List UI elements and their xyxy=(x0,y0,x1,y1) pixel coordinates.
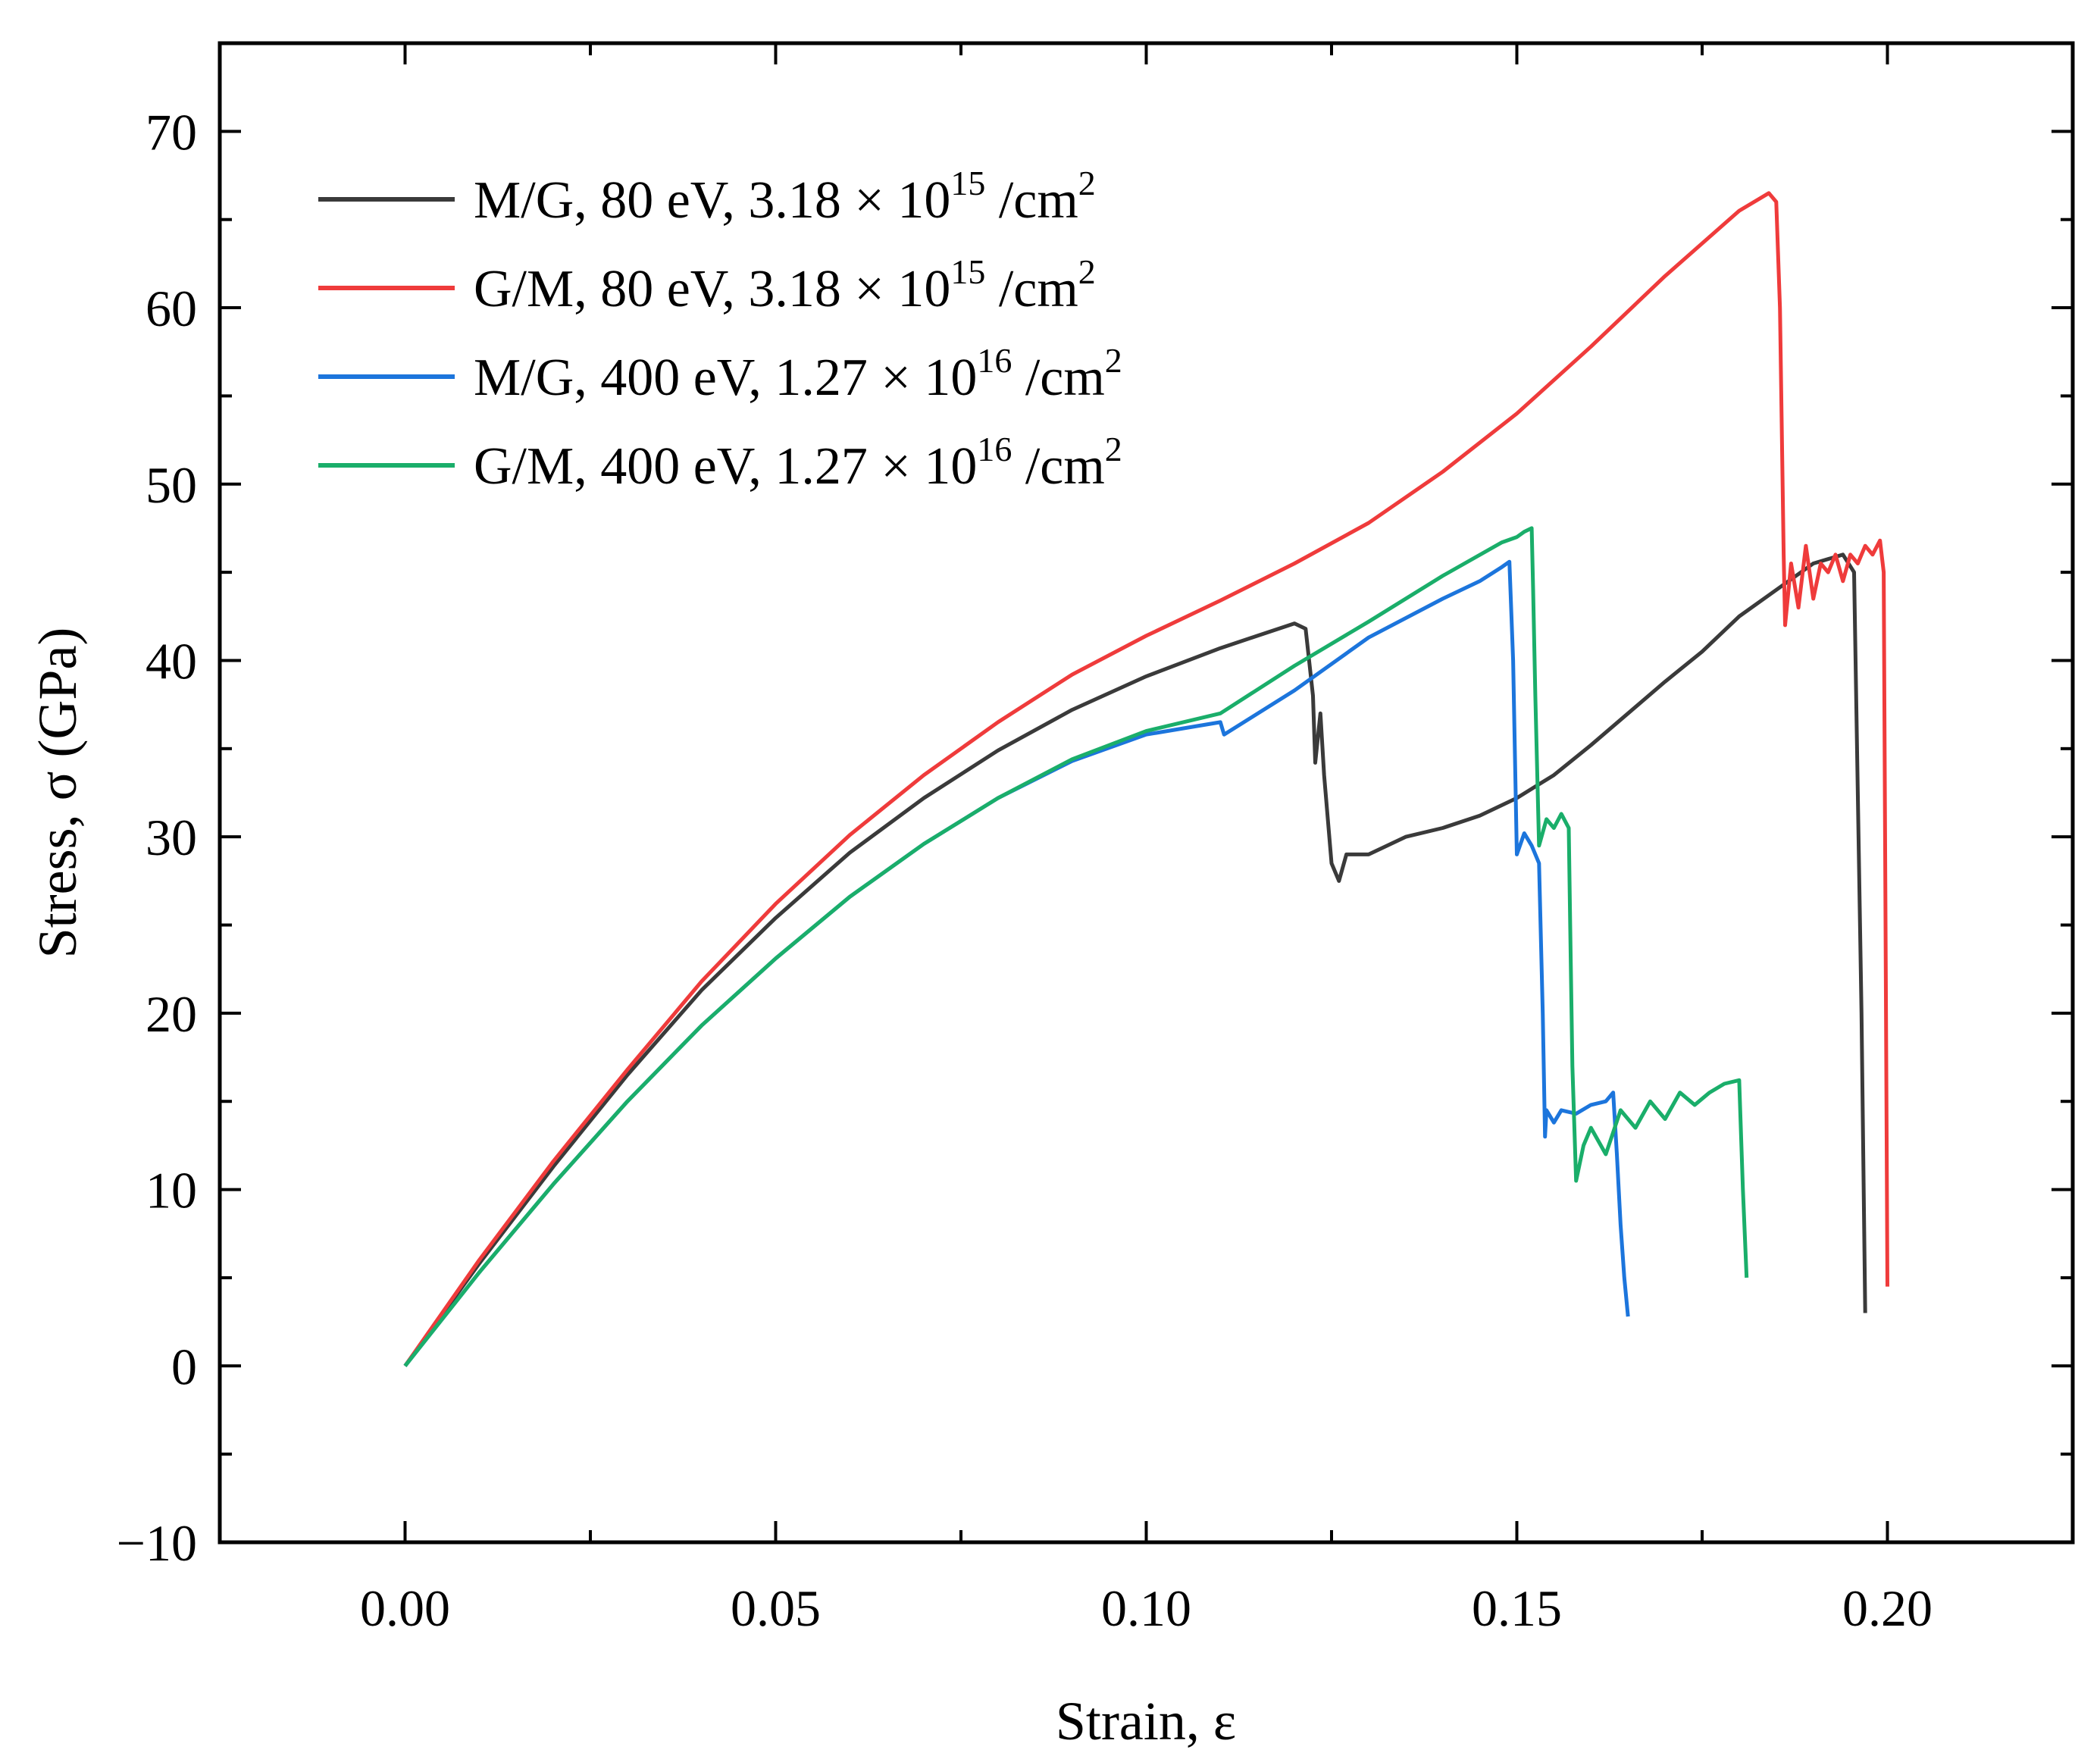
legend-label-3: M/G, 400 eV, 1.27 × 1016 /cm2 xyxy=(474,341,1122,407)
y-tick-label: −10 xyxy=(117,1514,197,1572)
y-tick-label: 40 xyxy=(146,632,197,690)
x-tick-label: 0.05 xyxy=(731,1579,821,1637)
legend: M/G, 80 eV, 3.18 × 1015 /cm2 G/M, 80 eV, … xyxy=(318,164,1122,496)
y-tick-label: 50 xyxy=(146,456,197,514)
y-tick-label: 60 xyxy=(146,280,197,337)
series-line-2 xyxy=(403,191,1889,1367)
legend-label-1: M/G, 80 eV, 3.18 × 1015 /cm2 xyxy=(474,164,1096,230)
legend-label-4: G/M, 400 eV, 1.27 × 1016 /cm2 xyxy=(474,430,1122,496)
series-line-3 xyxy=(403,559,1630,1367)
series-lines xyxy=(403,191,1889,1367)
x-tick-labels: 0.00 0.05 0.10 0.15 0.20 xyxy=(360,1579,1933,1637)
y-tick-labels: −10 0 10 20 30 40 50 60 70 xyxy=(117,103,197,1572)
series-line-4 xyxy=(403,526,1749,1367)
y-tick-label: 0 xyxy=(171,1338,197,1395)
plot-frame xyxy=(218,41,2075,1545)
legend-label-2: G/M, 80 eV, 3.18 × 1015 /cm2 xyxy=(474,252,1096,318)
x-tick-label: 0.15 xyxy=(1472,1579,1562,1637)
x-axis-title: Strain, ε xyxy=(1056,1691,1236,1751)
y-axis-title: Stress, σ (GPa) xyxy=(27,628,88,959)
series-line-1 xyxy=(403,552,1867,1367)
y-tick-label: 10 xyxy=(146,1162,197,1219)
y-tick-label: 20 xyxy=(146,985,197,1043)
x-tick-label: 0.10 xyxy=(1101,1579,1191,1637)
y-tick-label: 30 xyxy=(146,809,197,866)
x-tick-label: 0.00 xyxy=(360,1579,450,1637)
y-tick-label: 70 xyxy=(146,103,197,161)
x-tick-label: 0.20 xyxy=(1842,1579,1933,1637)
